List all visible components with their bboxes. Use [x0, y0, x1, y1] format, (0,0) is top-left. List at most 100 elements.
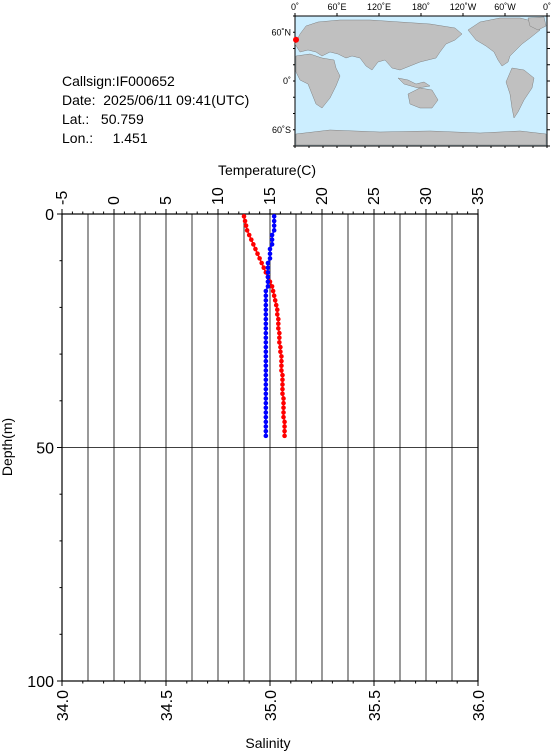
temperature-point: [271, 293, 277, 299]
salinity-point: [263, 354, 269, 359]
map-lon-label: 60˚E: [327, 2, 346, 12]
salinity-point: [263, 312, 269, 317]
temperature-point: [282, 428, 287, 434]
temperature-point: [274, 312, 280, 317]
salinity-point: [263, 368, 269, 373]
salinity-point: [263, 358, 269, 364]
plot-frame: [61, 213, 479, 682]
temperature-point: [281, 400, 286, 406]
temperature-point: [259, 260, 264, 266]
temperature-point: [280, 391, 285, 397]
salinity-point: [263, 405, 269, 411]
temperature-point: [272, 298, 278, 303]
temperature-axis-label: Temperature(C): [218, 162, 316, 178]
salinity-point: [263, 349, 269, 355]
temperature-profile-line: [243, 216, 286, 436]
temperature-point: [251, 242, 256, 247]
map-lat-label: 60˚N: [271, 27, 291, 37]
temperature-point: [274, 307, 280, 313]
temperature-point: [269, 284, 275, 289]
temperature-point: [244, 228, 250, 233]
salinity-point: [269, 242, 275, 247]
land-australia: [407, 87, 439, 109]
salinity-point: [263, 307, 269, 313]
temperature-point: [265, 274, 271, 280]
land-antarctica: [295, 129, 547, 146]
chart-series: [241, 214, 287, 439]
salinity-point: [271, 218, 277, 224]
temperature-point: [267, 279, 273, 285]
temperature-point: [253, 246, 258, 252]
salinity-point: [263, 288, 269, 294]
temperature-point: [278, 349, 283, 355]
land-north-america: [467, 17, 541, 67]
salinity-point: [263, 372, 269, 378]
temperature-point: [242, 218, 248, 224]
temperature-point: [280, 382, 285, 387]
temperature-point: [248, 237, 254, 242]
salinity-tick-label: 35.5: [367, 690, 384, 721]
temperature-tick-label: 5: [158, 196, 175, 205]
salinity-point: [263, 400, 269, 406]
salinity-point: [267, 246, 273, 252]
land-africa: [295, 53, 341, 109]
salinity-tick-label: 34.5: [159, 690, 176, 721]
salinity-point: [263, 410, 269, 415]
callsign-text: Callsign:IF000652: [62, 73, 175, 89]
salinity-point: [271, 223, 277, 228]
salinity-point: [263, 391, 269, 397]
temperature-tick-label: 15: [262, 187, 279, 205]
map-lon-label: 180˚: [412, 2, 430, 12]
temperature-point: [277, 335, 282, 341]
salinity-point: [267, 256, 273, 261]
temperature-point: [281, 405, 286, 411]
salinity-axis-label: Salinity: [245, 735, 290, 751]
chart-grid: [62, 214, 478, 681]
temperature-tick-label: 0: [106, 196, 123, 205]
temperature-point: [278, 344, 283, 350]
temperature-point: [261, 265, 267, 271]
temperature-point: [276, 326, 281, 331]
salinity-point: [263, 321, 269, 327]
salinity-point: [263, 344, 269, 350]
salinity-point: [263, 330, 269, 336]
temperature-point: [246, 232, 252, 238]
salinity-point: [263, 386, 269, 392]
date-text: Date: 2025/06/11 09:41(UTC): [62, 92, 250, 108]
latitude-text: Lat.: 50.759: [62, 111, 144, 127]
land-indonesia: [397, 77, 431, 89]
cast-info: Callsign:IF000652 Date: 2025/06/11 09:41…: [62, 72, 249, 148]
temperature-tick-label: 30: [418, 187, 435, 205]
temperature-point: [277, 340, 282, 345]
depth-axis-label: Depth(m): [0, 418, 15, 476]
salinity-point: [263, 363, 269, 369]
longitude-text: Lon.: 1.451: [62, 130, 148, 146]
salinity-point: [265, 279, 271, 285]
temperature-tick-label: 35: [470, 187, 487, 205]
depth-tick-label: 50: [36, 441, 54, 458]
temperature-point: [282, 424, 287, 429]
salinity-point: [263, 340, 269, 345]
land-eurasia: [294, 19, 463, 71]
temperature-point: [277, 330, 282, 336]
map-lon-label: 120˚E: [367, 2, 391, 12]
depth-tick-label: 100: [27, 674, 54, 691]
temperature-point: [257, 256, 262, 261]
temperature-point: [280, 372, 285, 378]
temperature-point: [276, 316, 281, 322]
map-lon-ticks: 0˚ 60˚E 120˚E 180˚ 120˚W 60˚W 0˚: [291, 2, 551, 148]
salinity-point: [263, 335, 269, 341]
salinity-point: [263, 326, 269, 331]
salinity-point: [271, 228, 277, 233]
map-lat-label: 60˚S: [272, 125, 291, 135]
temperature-point: [243, 223, 249, 228]
salinity-point: [263, 377, 269, 383]
temperature-point: [281, 410, 286, 415]
salinity-point: [267, 251, 273, 256]
map-lat-ticks: 60˚N 0˚ 60˚S: [271, 15, 550, 147]
salinity-point: [263, 293, 269, 299]
salinity-tick-label: 34.0: [55, 690, 72, 721]
temperature-point: [281, 414, 286, 420]
temperature-point: [282, 419, 287, 425]
temperature-point: [280, 377, 285, 383]
